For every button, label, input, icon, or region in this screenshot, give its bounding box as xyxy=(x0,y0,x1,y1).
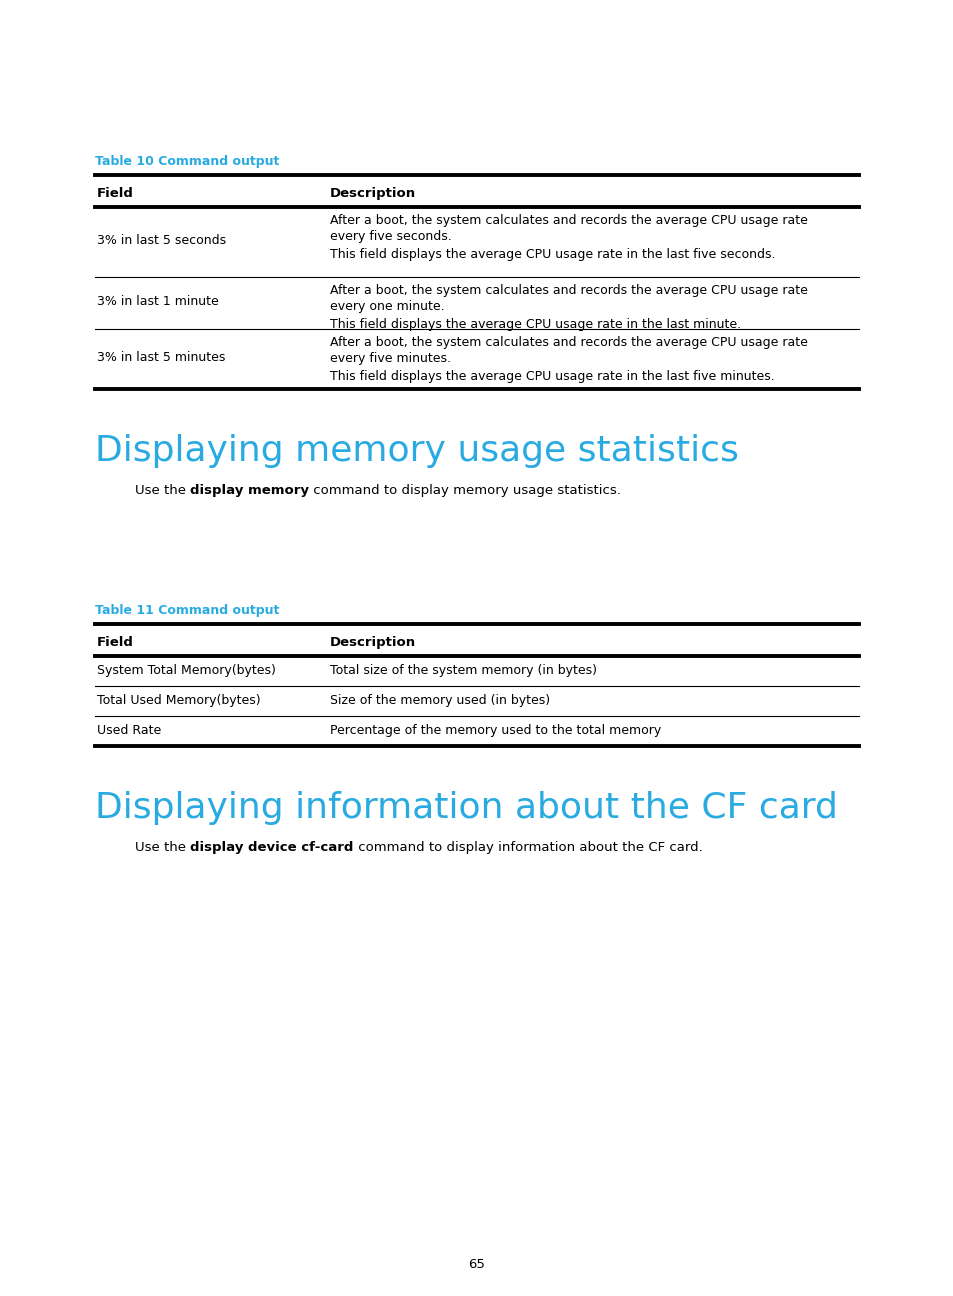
Text: After a boot, the system calculates and records the average CPU usage rate: After a boot, the system calculates and … xyxy=(330,284,807,297)
Text: Field: Field xyxy=(97,187,133,200)
Text: Used Rate: Used Rate xyxy=(97,724,161,737)
Text: display device cf-card: display device cf-card xyxy=(190,841,354,854)
Text: Total size of the system memory (in bytes): Total size of the system memory (in byte… xyxy=(330,664,597,677)
Text: Size of the memory used (in bytes): Size of the memory used (in bytes) xyxy=(330,693,550,708)
Text: Description: Description xyxy=(330,187,416,200)
Text: Total Used Memory(bytes): Total Used Memory(bytes) xyxy=(97,693,260,708)
Text: Table 10 Command output: Table 10 Command output xyxy=(95,156,279,168)
Text: every five seconds.: every five seconds. xyxy=(330,229,452,244)
Text: Description: Description xyxy=(330,636,416,649)
Text: This field displays the average CPU usage rate in the last minute.: This field displays the average CPU usag… xyxy=(330,318,740,330)
Text: System Total Memory(bytes): System Total Memory(bytes) xyxy=(97,664,275,677)
Text: every five minutes.: every five minutes. xyxy=(330,353,451,365)
Text: After a boot, the system calculates and records the average CPU usage rate: After a boot, the system calculates and … xyxy=(330,336,807,349)
Text: This field displays the average CPU usage rate in the last five minutes.: This field displays the average CPU usag… xyxy=(330,369,774,384)
Text: Use the: Use the xyxy=(135,841,190,854)
Text: command to display information about the CF card.: command to display information about the… xyxy=(354,841,701,854)
Text: Field: Field xyxy=(97,636,133,649)
Text: 3% in last 5 minutes: 3% in last 5 minutes xyxy=(97,351,225,364)
Text: command to display memory usage statistics.: command to display memory usage statisti… xyxy=(309,483,620,496)
Text: Displaying information about the CF card: Displaying information about the CF card xyxy=(95,791,837,826)
Text: Table 11 Command output: Table 11 Command output xyxy=(95,604,279,617)
Text: 3% in last 5 seconds: 3% in last 5 seconds xyxy=(97,235,226,248)
Text: every one minute.: every one minute. xyxy=(330,299,444,314)
Text: 65: 65 xyxy=(468,1258,485,1271)
Text: 3% in last 1 minute: 3% in last 1 minute xyxy=(97,295,218,308)
Text: Displaying memory usage statistics: Displaying memory usage statistics xyxy=(95,434,739,468)
Text: display memory: display memory xyxy=(190,483,309,496)
Text: After a boot, the system calculates and records the average CPU usage rate: After a boot, the system calculates and … xyxy=(330,214,807,227)
Text: Percentage of the memory used to the total memory: Percentage of the memory used to the tot… xyxy=(330,724,660,737)
Text: Use the: Use the xyxy=(135,483,190,496)
Text: This field displays the average CPU usage rate in the last five seconds.: This field displays the average CPU usag… xyxy=(330,248,775,260)
